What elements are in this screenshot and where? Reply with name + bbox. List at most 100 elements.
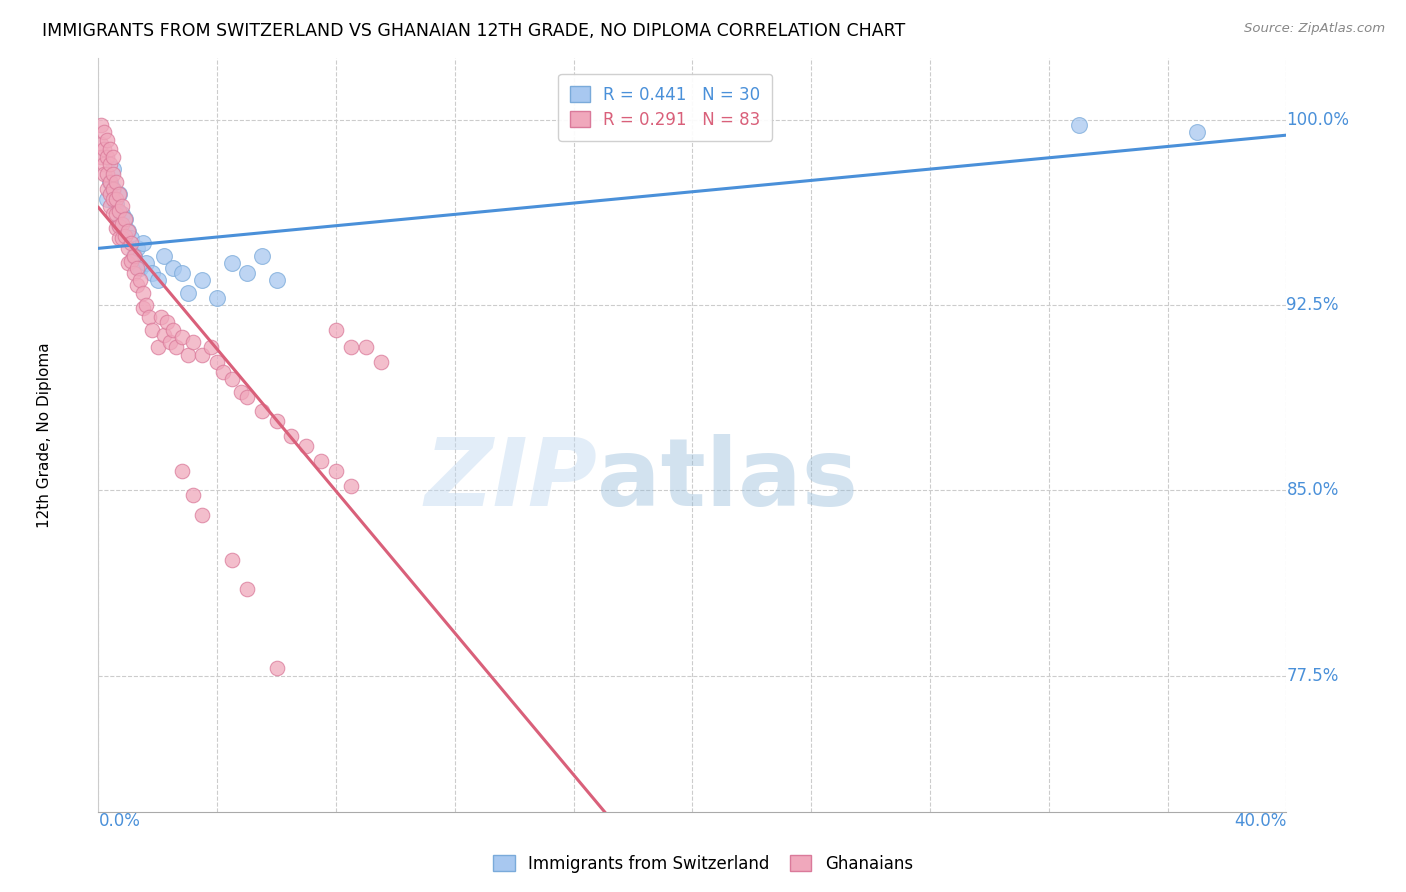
Point [236,390,259,404]
Point [191,347,214,361]
Point [93,143,115,157]
Point [170,464,193,478]
Point [162,260,184,275]
Point [295,439,318,453]
Point [98,175,121,189]
Point [120,253,142,268]
Text: 40.0%: 40.0% [1234,812,1286,830]
Point [125,241,148,255]
Point [146,340,169,354]
Point [152,327,174,342]
Point [103,182,125,196]
Point [221,552,243,566]
Point [325,464,347,478]
Point [122,266,145,280]
Point [152,249,174,263]
Point [183,335,205,350]
Point [93,125,115,139]
Point [98,199,121,213]
Point [114,211,136,226]
Text: IMMIGRANTS FROM SWITZERLAND VS GHANAIAN 12TH GRADE, NO DIPLOMA CORRELATION CHART: IMMIGRANTS FROM SWITZERLAND VS GHANAIAN … [42,22,905,40]
Point [191,508,214,523]
Point [129,260,152,275]
Point [96,192,118,206]
Text: 0.0%: 0.0% [98,812,141,830]
Point [96,132,118,146]
Point [96,182,118,196]
Text: 92.5%: 92.5% [1286,296,1339,314]
Point [122,249,145,263]
Point [120,231,142,245]
Point [108,186,131,201]
Point [165,340,187,354]
Text: 77.5%: 77.5% [1286,667,1339,685]
Point [135,256,157,270]
Point [176,285,198,300]
Text: Source: ZipAtlas.com: Source: ZipAtlas.com [1244,22,1385,36]
Point [103,150,125,164]
Point [266,414,288,428]
Point [108,186,131,201]
Point [96,150,118,164]
Point [236,266,259,280]
Point [221,372,243,386]
Point [103,192,125,206]
Point [170,330,193,344]
Point [96,167,118,181]
Point [205,291,228,305]
Point [309,454,332,468]
Text: ZIP: ZIP [425,434,598,526]
Point [105,192,128,206]
Point [212,365,235,379]
Point [1187,125,1209,139]
Text: 100.0%: 100.0% [1286,111,1350,128]
Point [132,285,155,300]
Point [1067,118,1090,132]
Point [98,143,121,157]
Point [325,323,347,337]
Point [250,249,273,263]
Point [250,404,273,418]
Point [191,273,214,287]
Point [103,182,125,196]
Point [111,199,134,213]
Point [111,217,134,231]
Point [98,175,121,189]
Point [183,488,205,502]
Point [108,219,131,233]
Point [117,224,139,238]
Point [117,241,139,255]
Point [146,273,169,287]
Point [117,256,139,270]
Point [280,429,302,443]
Point [125,278,148,293]
Point [114,228,136,243]
Point [93,167,115,181]
Point [266,661,288,675]
Point [111,231,134,245]
Point [105,196,128,211]
Point [90,137,112,152]
Point [90,150,112,164]
Point [103,167,125,181]
Point [103,162,125,177]
Point [105,175,128,189]
Point [156,315,179,329]
Point [132,301,155,315]
Point [108,217,131,231]
Point [176,347,198,361]
Point [129,273,152,287]
Point [354,340,377,354]
Text: 85.0%: 85.0% [1286,482,1339,500]
Legend: Immigrants from Switzerland, Ghanaians: Immigrants from Switzerland, Ghanaians [486,848,920,880]
Point [120,236,142,251]
Point [266,273,288,287]
Point [114,211,136,226]
Text: atlas: atlas [598,434,859,526]
Point [122,249,145,263]
Point [111,207,134,221]
Text: 12th Grade, No Diploma: 12th Grade, No Diploma [38,342,52,528]
Legend: R = 0.441   N = 30, R = 0.291   N = 83: R = 0.441 N = 30, R = 0.291 N = 83 [558,74,772,141]
Point [98,186,121,201]
Point [170,266,193,280]
